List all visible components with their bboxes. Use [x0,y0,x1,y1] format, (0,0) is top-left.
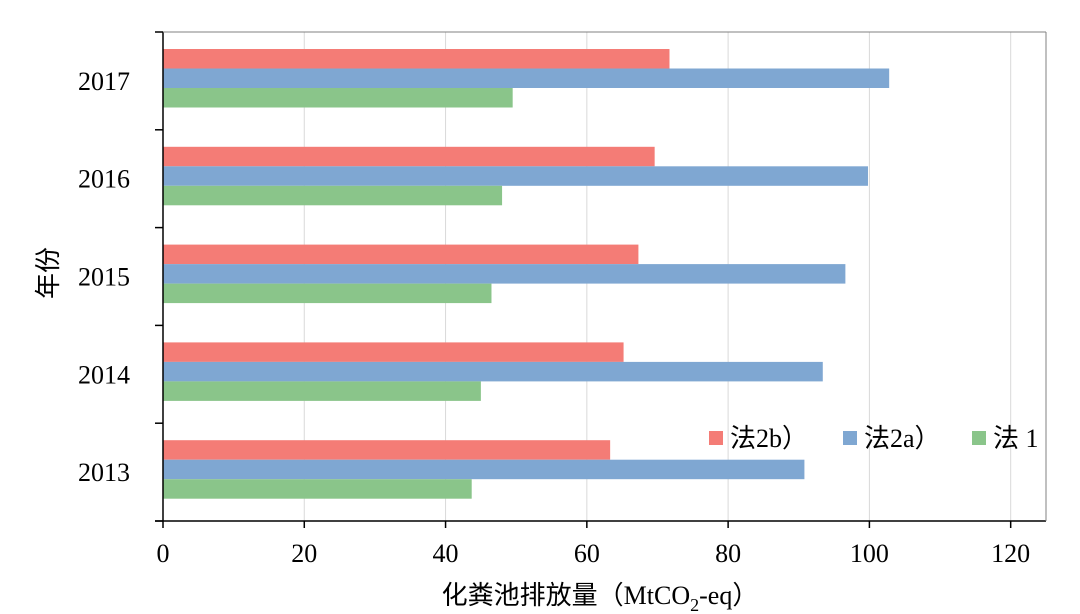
y-tick-label: 2015 [78,263,130,292]
bar-2013-series-3 [163,479,472,499]
y-tick-label: 2013 [78,458,130,487]
bar-2017-series-2 [163,68,890,88]
bar-2015-series-3 [163,283,492,304]
bars [163,49,890,499]
y-axis-title: 年份 [34,247,63,299]
bar-2017-series-1 [163,49,670,69]
bar-2014-series-2 [163,361,823,382]
bar-2013-series-1 [163,440,611,460]
bar-2016-series-2 [163,166,868,186]
bar-2013-series-2 [163,459,805,480]
bar-2015-series-2 [163,264,846,284]
y-tick-label: 2016 [78,165,130,194]
bar-2017-series-3 [163,88,513,108]
legend-label-2: 法2a） [864,424,941,453]
legend-label-1: 法2b） [730,424,808,453]
x-tick-label: 0 [157,539,170,568]
bar-2015-series-1 [163,244,639,265]
x-tick-label: 120 [991,539,1030,568]
y-tick-label: 2017 [78,67,130,96]
legend-swatch-3 [972,431,986,445]
bar-2014-series-1 [163,342,624,362]
x-axis-title: 化粪池排放量（MtCO2-eq） [442,581,759,614]
axes [155,31,1047,522]
bar-2014-series-3 [163,381,481,401]
x-tick-label: 100 [850,539,889,568]
legend-label-3: 法 1 [993,424,1039,453]
x-tick-label: 40 [433,539,459,568]
x-tick-label: 80 [715,539,741,568]
legend: 法2b） 法2a） 法 1 [709,424,1039,453]
y-tick-label: 2014 [78,360,130,389]
legend-swatch-1 [709,431,723,445]
bar-2016-series-3 [163,185,503,206]
legend-swatch-2 [843,431,857,445]
x-tick-label: 20 [291,539,317,568]
ticks: 2013 2014 2015 2016 2017 0 20 40 60 80 100 120 [78,31,1030,568]
bar-2016-series-1 [163,146,655,167]
x-tick-label: 60 [574,539,600,568]
x-axis-title-subscript: 2 [690,595,699,614]
